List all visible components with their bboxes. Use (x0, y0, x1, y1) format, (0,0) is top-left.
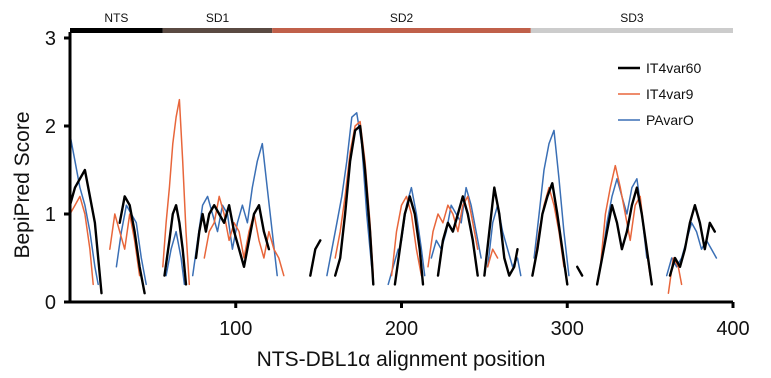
series-line-it4var60 (68, 168, 103, 295)
domain-segment-nts (70, 28, 163, 33)
y-ticks: 0 1 2 3 (45, 28, 70, 314)
series-line-it4var9 (390, 195, 423, 277)
domain-label: SD2 (390, 11, 414, 25)
y-tick-label: 3 (45, 28, 56, 50)
series-line-it4var9 (486, 248, 499, 268)
domain-label: NTS (104, 11, 128, 25)
series-lines (68, 98, 718, 295)
series-line-it4var9 (109, 213, 141, 277)
y-tick-label: 2 (45, 116, 56, 138)
series-line-it4var9 (69, 195, 94, 286)
y-axis-label: BepiPred Score (11, 111, 34, 258)
series-line-it4var60 (118, 195, 146, 295)
series-line-pavaro (665, 222, 718, 277)
series-line-it4var60 (531, 181, 569, 286)
x-ticks: 100 200 300 400 (219, 302, 750, 340)
series-line-it4var60 (163, 203, 188, 286)
x-tick-label: 100 (219, 318, 252, 340)
series-line-it4var60 (595, 186, 653, 286)
y-tick-label: 0 (45, 292, 56, 314)
series-line-it4var9 (427, 195, 479, 268)
legend-label: IT4var9 (646, 86, 694, 102)
series-line-it4var60 (194, 203, 271, 268)
domain-label: SD3 (620, 11, 644, 25)
legend: IT4var60 IT4var9 PAvarO (618, 60, 701, 128)
y-tick-label: 1 (45, 204, 56, 226)
series-line-pavaro (430, 186, 482, 259)
series-line-pavaro (486, 204, 522, 277)
x-tick-label: 300 (551, 318, 584, 340)
series-line-pavaro (326, 112, 373, 277)
series-line-pavaro (69, 134, 99, 286)
series-line-pavaro (533, 129, 570, 277)
series-it4var9 (69, 98, 683, 294)
series-line-it4var60 (309, 239, 322, 277)
series-line-it4var60 (436, 195, 479, 277)
domain-segment-sd2 (272, 28, 531, 33)
domain-segment-sd1 (162, 28, 273, 33)
x-axis-label: NTS-DBL1α alignment position (257, 348, 546, 371)
series-line-it4var60 (576, 265, 584, 277)
series-it4var60 (68, 124, 716, 295)
domain-bar: NTS SD1 SD2 SD3 (70, 11, 733, 33)
x-tick-label: 200 (385, 318, 418, 340)
domain-label: SD1 (206, 11, 230, 25)
series-line-pavaro (165, 230, 186, 286)
series-line-it4var9 (203, 195, 285, 277)
legend-label: PAvarO (646, 112, 694, 128)
domain-segment-sd3 (530, 28, 733, 33)
series-line-it4var60 (393, 195, 425, 286)
series-line-it4var60 (483, 186, 519, 277)
x-tick-label: 400 (716, 318, 749, 340)
series-line-it4var60 (668, 203, 716, 277)
series-line-it4var60 (334, 124, 375, 286)
legend-label: IT4var60 (646, 60, 701, 76)
series-line-it4var9 (162, 98, 191, 286)
